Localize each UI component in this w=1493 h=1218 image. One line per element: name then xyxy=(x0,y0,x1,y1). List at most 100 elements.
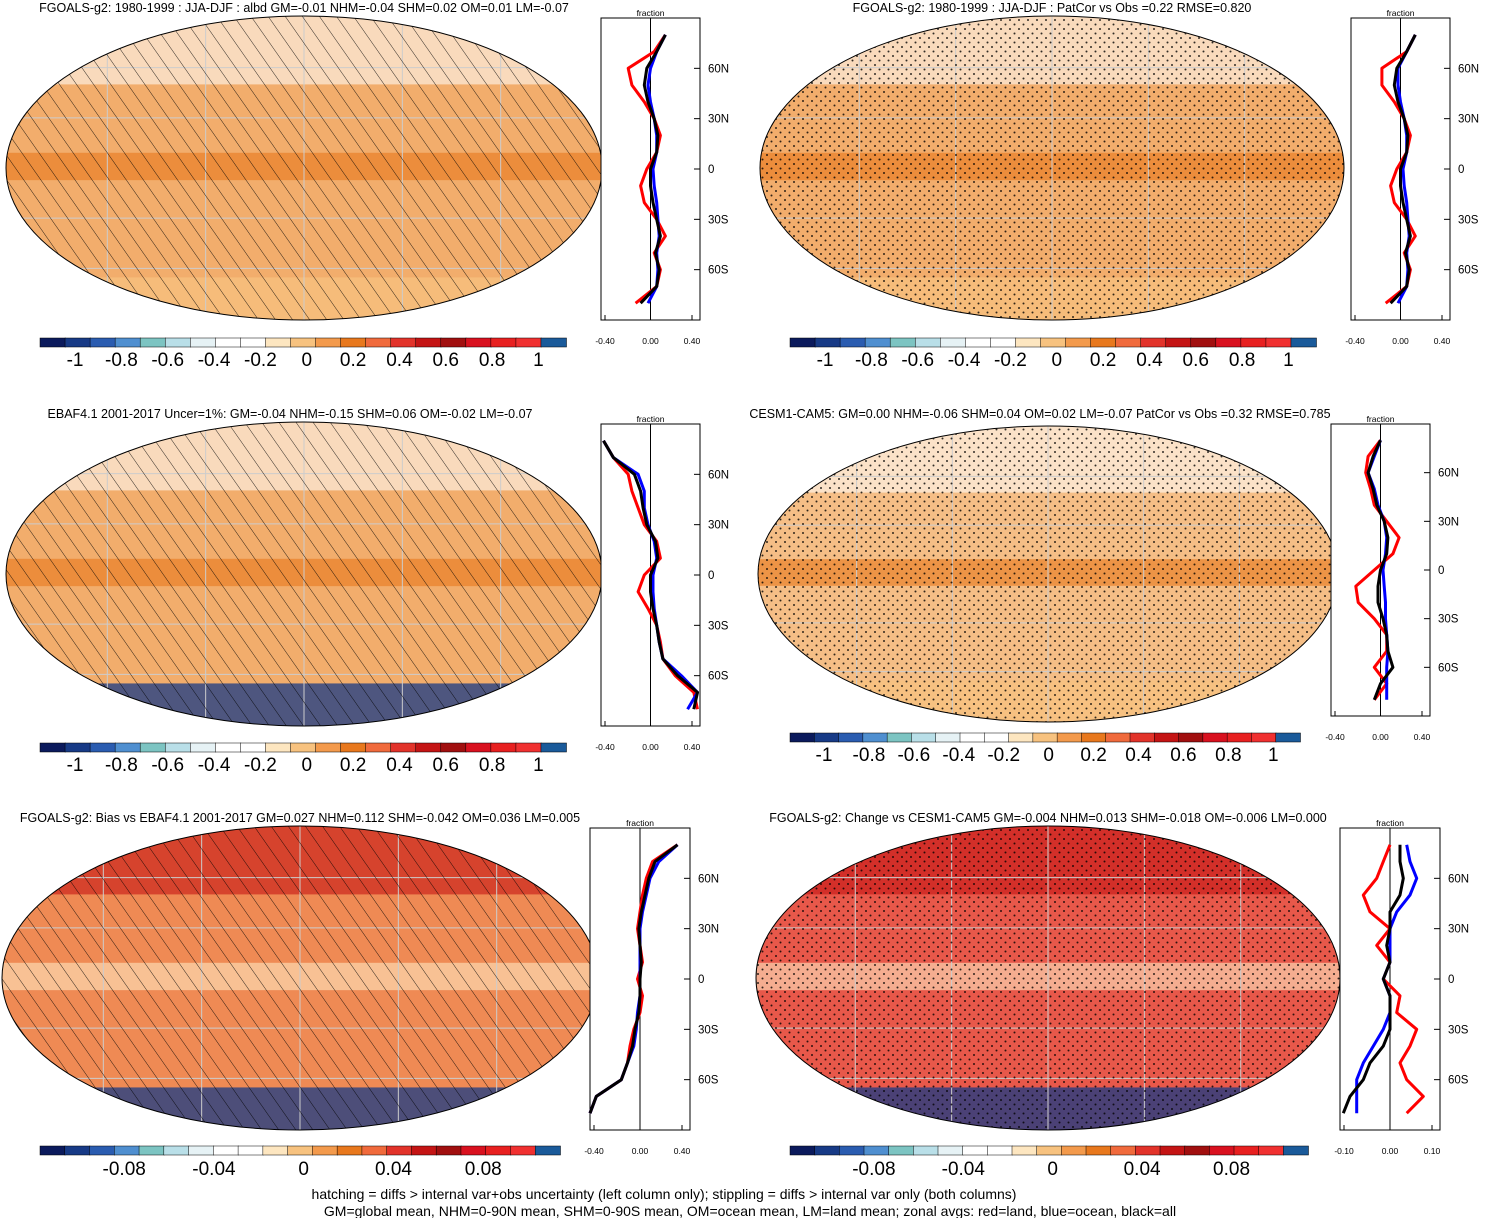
colorbar-swatch xyxy=(114,1145,140,1156)
colorbar-swatch xyxy=(290,337,317,348)
colorbar-swatch xyxy=(411,1145,437,1156)
colorbar-label: -1 xyxy=(67,350,84,371)
zonal-y-tick-label: 30N xyxy=(708,114,729,126)
panel-albedo-change-patcor: FGOALS-g2: 1980-1999 : JJA-DJF : PatCor … xyxy=(759,1,1479,346)
colorbar-swatch xyxy=(839,337,866,348)
colorbar-label: -0.08 xyxy=(103,1159,146,1180)
colorbar-label: 1 xyxy=(533,755,544,776)
zonal-y-tick-label: 0 xyxy=(1448,974,1454,986)
colorbar-swatch xyxy=(164,742,192,753)
zonal-y-tick-label: 60N xyxy=(708,63,729,75)
colorbar-label: 1 xyxy=(1283,350,1294,371)
colorbar-label: 0.4 xyxy=(386,350,413,371)
zonal-x-tick-label: -0.40 xyxy=(1325,732,1345,742)
colorbar-swatch xyxy=(265,337,292,348)
zonal-x-tick-label: 0.40 xyxy=(674,1146,691,1156)
colorbar-swatch xyxy=(336,1145,363,1156)
footer-line-2: GM=global mean, NHM=0-90N mean, SHM=0-90… xyxy=(324,1203,1176,1218)
colorbar-swatch xyxy=(889,337,916,348)
colorbar-label: 1 xyxy=(533,350,544,371)
colorbar-swatch xyxy=(1061,1145,1087,1156)
colorbar-swatch xyxy=(1290,337,1317,348)
colorbar-label: -0.4 xyxy=(198,350,231,371)
colorbar-swatch xyxy=(1283,1145,1309,1156)
colorbar-swatch xyxy=(435,1145,462,1156)
colorbar-swatch xyxy=(987,1145,1013,1156)
zonal-y-tick-label: 30S xyxy=(1458,214,1479,226)
colorbar-swatch xyxy=(1036,1145,1063,1156)
zonal-y-tick-label: 0 xyxy=(708,164,714,176)
colorbar-swatch xyxy=(315,742,342,753)
zonal-axis-title: fraction xyxy=(637,414,665,424)
colorbar-label: -1 xyxy=(67,755,84,776)
colorbar-swatch xyxy=(262,1145,289,1156)
colorbar-swatch xyxy=(1202,732,1228,743)
colorbar-swatch xyxy=(340,742,367,753)
zonal-x-tick-label: 0.00 xyxy=(642,742,659,752)
colorbar-label: 1 xyxy=(1268,745,1279,766)
hatching-overlay xyxy=(2,826,598,1130)
panel-albedo-change: FGOALS-g2: 1980-1999 : JJA-DJF : albd GM… xyxy=(5,1,729,346)
colorbar-label: -0.2 xyxy=(244,350,277,371)
colorbar-label: 0.6 xyxy=(433,350,459,371)
colorbar-label: 0.8 xyxy=(479,350,505,371)
colorbar-swatch xyxy=(1115,337,1142,348)
zonal-y-tick-label: 60S xyxy=(1448,1075,1469,1087)
colorbar-swatch xyxy=(415,337,442,348)
colorbar-swatch xyxy=(1258,1145,1285,1156)
colorbar-swatch xyxy=(913,1145,939,1156)
zonal-land-line xyxy=(1354,439,1401,701)
colorbar-swatch xyxy=(213,1145,239,1156)
zonal-x-tick-label: -0.40 xyxy=(595,742,615,752)
colorbar-swatch xyxy=(959,732,986,743)
colorbar-label: 0 xyxy=(298,1159,309,1180)
colorbar-swatch xyxy=(138,1145,165,1156)
colorbar-swatch xyxy=(789,732,816,743)
colorbar-label: 0.4 xyxy=(386,755,413,776)
colorbar-swatch xyxy=(1226,732,1253,743)
colorbar-label: -0.08 xyxy=(852,1159,895,1180)
colorbar-swatch xyxy=(862,732,888,743)
colorbar-label: 0 xyxy=(1043,745,1054,766)
zonal-x-tick-label: 0.00 xyxy=(642,336,659,346)
colorbar-swatch xyxy=(312,1145,338,1156)
colorbar-swatch xyxy=(1209,1145,1235,1156)
colorbar-swatch xyxy=(287,1145,314,1156)
zonal-axis-title: fraction xyxy=(1367,414,1395,424)
zonal-x-tick-label: 0.40 xyxy=(1414,732,1431,742)
colorbar-swatch xyxy=(888,1145,915,1156)
zonal-x-tick-label: 0.40 xyxy=(684,742,701,752)
zonal-y-tick-label: 30S xyxy=(1438,614,1459,626)
stippling-overlay xyxy=(758,426,1338,722)
zonal-x-tick-label: 0.40 xyxy=(684,336,701,346)
colorbar-swatch xyxy=(39,742,66,753)
colorbar-swatch xyxy=(89,337,116,348)
zonal-x-tick-label: 0.10 xyxy=(1424,1146,1441,1156)
colorbar-swatch xyxy=(814,1145,841,1156)
zonal-y-tick-label: 30N xyxy=(698,924,719,936)
colorbar-swatch xyxy=(1135,1145,1161,1156)
colorbar-label: -1 xyxy=(817,350,834,371)
colorbar-swatch xyxy=(1275,732,1301,743)
colorbar-swatch xyxy=(1215,337,1242,348)
colorbar-swatch xyxy=(190,337,217,348)
zonal-mean-plot: fraction -0.40 0.00 0.40 60N 30N 0 30S 60S xyxy=(595,414,729,752)
colorbar-swatch xyxy=(814,732,840,743)
colorbar-swatch xyxy=(1032,732,1058,743)
colorbar-swatch xyxy=(114,337,141,348)
zonal-mean-plot: fraction -0.40 0.00 0.40 60N 30N 0 30S 60S xyxy=(584,818,719,1156)
colorbar-swatch xyxy=(940,337,967,348)
colorbar-label: -0.6 xyxy=(151,350,184,371)
colorbar-swatch xyxy=(340,337,367,348)
colorbar-swatch xyxy=(386,1145,413,1156)
colorbar-swatch xyxy=(1240,337,1267,348)
panel-title: CESM1-CAM5: GM=0.00 NHM=-0.06 SHM=0.04 O… xyxy=(749,407,1330,421)
zonal-y-tick-label: 60N xyxy=(1448,873,1469,885)
zonal-y-tick-label: 0 xyxy=(708,570,714,582)
colorbars: -1 -0.8 -0.6 -0.4 -0.2 0 0.2 0.4 0.6 0.8 1 -1 -0.8 -0… xyxy=(39,337,1317,1180)
colorbar-swatch xyxy=(789,1145,816,1156)
colorbar-swatch xyxy=(164,337,192,348)
colorbar-swatch xyxy=(515,742,542,753)
zonal-x-tick-label: -0.10 xyxy=(1334,1146,1354,1156)
zonal-all-line xyxy=(1389,34,1417,305)
